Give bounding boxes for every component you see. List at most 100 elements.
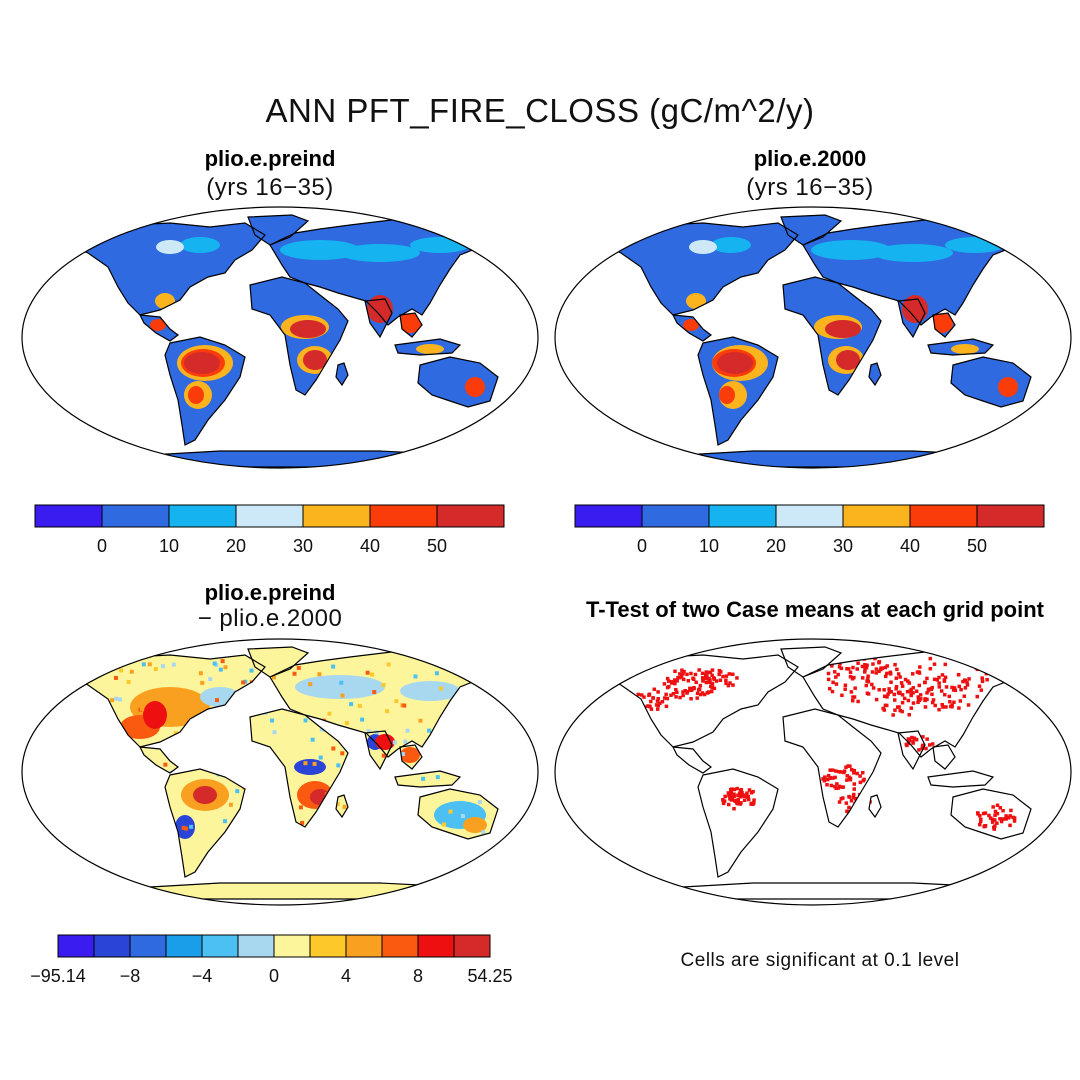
significant-cell — [969, 661, 973, 665]
diff-cell — [105, 794, 110, 799]
field-patch — [156, 240, 184, 254]
diff-cell — [184, 826, 189, 831]
significant-cell — [847, 795, 852, 799]
significant-cell — [931, 698, 936, 702]
significant-cell — [920, 746, 924, 750]
significant-cell — [874, 667, 879, 671]
diff-cell — [459, 768, 464, 773]
significant-cell — [995, 821, 999, 825]
diff-cell — [400, 752, 405, 757]
diff-patch — [400, 681, 460, 701]
significant-cell — [822, 778, 827, 783]
significant-cell — [922, 680, 927, 685]
significant-cell — [727, 793, 731, 798]
significant-cell — [728, 681, 732, 685]
significant-cell — [900, 693, 905, 697]
colorbar-label: 54.25 — [467, 966, 512, 986]
significant-cell — [978, 813, 982, 818]
significant-cell — [883, 674, 888, 679]
diff-cell — [493, 847, 498, 852]
significant-cell — [695, 696, 699, 700]
significant-cell — [992, 818, 997, 822]
significant-cell — [887, 690, 892, 694]
significant-cell — [852, 806, 856, 811]
panel-2-subtitle: (yrs 16−35) — [746, 174, 874, 201]
map-frame — [21, 638, 539, 906]
diff-cell — [256, 841, 261, 846]
diff-cell — [258, 766, 263, 771]
diff-cell — [123, 748, 128, 753]
diff-cell — [327, 830, 332, 835]
diff-cell — [208, 677, 213, 682]
significant-cell — [854, 796, 858, 801]
colorbar-label: 4 — [341, 966, 351, 986]
significant-cell — [851, 795, 856, 800]
significant-cell — [877, 669, 881, 674]
significant-cell — [966, 703, 971, 707]
diff-cell — [338, 855, 343, 860]
significant-cell — [902, 696, 907, 701]
significant-cell — [700, 691, 705, 695]
significant-cell — [645, 704, 650, 708]
diff-cell — [435, 775, 440, 780]
diff-cell — [491, 681, 496, 686]
diff-cell — [381, 753, 386, 758]
colorbar-label: 0 — [269, 966, 279, 986]
diff-cell — [471, 706, 476, 711]
diff-cell — [129, 805, 134, 810]
land-australia — [951, 789, 1031, 839]
panel-1-title: plio.e.preind — [204, 146, 336, 171]
diff-cell — [79, 721, 84, 726]
diff-cell — [373, 787, 378, 792]
significant-cell — [849, 690, 854, 694]
field-patch — [416, 344, 444, 354]
diff-patch — [310, 789, 330, 805]
significant-cell — [837, 800, 842, 804]
field-patch — [902, 295, 928, 323]
significant-cell — [685, 672, 689, 677]
panel-4-title: T-Test of two Case means at each grid po… — [585, 597, 1044, 622]
significant-cell — [828, 768, 832, 772]
diff-cell — [480, 761, 485, 766]
significant-cell — [726, 791, 731, 795]
diff-cell — [402, 703, 407, 708]
diff-cell — [270, 823, 275, 828]
significant-cell — [990, 817, 995, 822]
diff-cell — [85, 806, 90, 811]
colorbar-label: −4 — [192, 966, 213, 986]
significant-cell — [752, 801, 756, 805]
significant-cell — [678, 672, 682, 676]
field-patch — [998, 377, 1018, 397]
diff-cell — [472, 685, 477, 690]
field-patch — [683, 319, 699, 331]
significant-cell — [916, 700, 920, 705]
significant-cell — [695, 691, 700, 696]
significant-cell — [852, 787, 856, 791]
significant-cell — [655, 699, 660, 703]
panel-3-title: plio.e.preind — [204, 580, 336, 605]
significant-cell — [895, 705, 900, 709]
significant-cell — [665, 676, 670, 681]
significant-cell — [681, 672, 685, 676]
significant-cell — [1004, 817, 1008, 821]
significant-cell — [940, 673, 945, 677]
significant-cell — [923, 697, 927, 702]
significant-cell — [965, 680, 969, 685]
significant-cell — [698, 683, 703, 688]
significant-cell — [952, 686, 957, 690]
colorbar-swatch — [237, 934, 275, 958]
colorbar-swatch — [708, 504, 777, 528]
diff-cell — [364, 842, 369, 847]
diff-cell — [300, 820, 305, 825]
diff-cell — [303, 718, 308, 723]
significant-cell — [742, 798, 747, 803]
significant-cell — [651, 696, 655, 700]
significant-cell — [729, 796, 733, 800]
diff-patch — [193, 786, 217, 804]
significant-cell — [865, 663, 869, 668]
significant-cell — [831, 768, 835, 772]
significant-cell — [843, 683, 848, 688]
diff-cell — [405, 848, 410, 853]
diff-patch — [200, 687, 240, 707]
diff-cell — [287, 806, 292, 811]
